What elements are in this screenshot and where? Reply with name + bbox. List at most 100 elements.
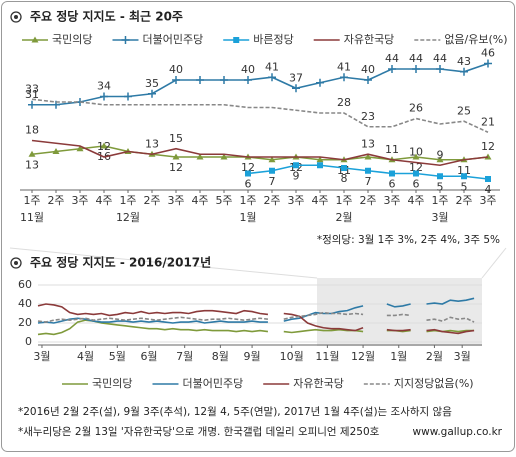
legend-label: 자유한국당: [344, 33, 395, 46]
marker: [364, 76, 372, 84]
x-group-label: 2월: [335, 211, 352, 224]
data-label: 13: [361, 137, 375, 150]
marker: [365, 167, 371, 174]
data-label: 33: [25, 82, 39, 95]
x-tick-label: 3주: [383, 194, 400, 207]
marker: [124, 92, 132, 101]
title-icon: [10, 257, 22, 269]
x-group-label: 1월: [239, 211, 256, 224]
marker: [461, 173, 467, 180]
x-tick-label: 2주: [455, 194, 472, 207]
source: www.gallup.co.kr: [413, 426, 503, 438]
x-tick-label: 2주: [143, 194, 160, 207]
data-label: 12: [97, 140, 111, 153]
data-label: 25: [457, 104, 471, 117]
data-label: 7: [269, 175, 276, 188]
marker: [413, 170, 419, 177]
x-tick-label: 2주: [263, 194, 280, 207]
legend-marker: [121, 36, 130, 44]
series-line: [37, 311, 475, 323]
x-tick-label: 9월: [244, 350, 261, 363]
x-group-label: 11월: [20, 211, 44, 224]
marker: [364, 153, 372, 160]
series-line: [37, 319, 475, 336]
marker: [268, 156, 276, 163]
legend-label: 바른정당: [253, 33, 293, 46]
title-icon: [10, 11, 22, 23]
x-tick-label: 5월: [109, 350, 126, 363]
legend-label: 국민의당: [52, 33, 92, 46]
data-label: 13: [145, 137, 159, 150]
series-line: [37, 303, 475, 335]
x-tick-label: 4주: [95, 194, 112, 207]
data-label: 6: [389, 178, 396, 191]
data-label: 5: [437, 180, 444, 193]
x-tick-label: 1주: [335, 194, 352, 207]
marker: [412, 65, 420, 73]
marker: [412, 153, 420, 160]
data-label: 40: [361, 63, 375, 76]
data-label: 5: [461, 180, 468, 193]
x-group-label: 12월: [116, 211, 140, 224]
x-tick-label: 4주: [311, 194, 328, 207]
marker: [245, 170, 251, 177]
data-label: 41: [337, 60, 351, 73]
marker: [437, 173, 443, 180]
data-label: 44: [433, 52, 447, 65]
zoom-region: [317, 278, 482, 346]
x-tick-label: 4주: [407, 194, 424, 207]
data-label: 11: [457, 164, 471, 177]
legend-label: 자유한국당: [293, 377, 344, 390]
marker: [244, 76, 252, 84]
data-label: 40: [241, 63, 255, 76]
data-label: 46: [481, 47, 495, 60]
marker: [436, 65, 444, 73]
x-tick-label: 1주: [119, 194, 136, 207]
marker: [52, 148, 60, 154]
legend-marker: [31, 36, 39, 43]
chart-title: 주요 정당 지지도 - 2016/2017년: [30, 255, 211, 270]
footnote: *정의당: 3월 1주 3%, 2주 4%, 3주 5%: [317, 234, 500, 246]
x-tick-label: 7월: [176, 350, 193, 363]
y-tick-label: 60: [18, 278, 32, 291]
marker: [388, 65, 396, 73]
data-label: 13: [25, 158, 39, 171]
data-label: 18: [25, 124, 39, 137]
x-tick-label: 6월: [140, 350, 157, 363]
data-label: 34: [97, 80, 111, 93]
data-label: 44: [385, 52, 399, 65]
marker: [100, 92, 108, 101]
x-group-label: 3월: [431, 211, 448, 224]
footnote: *2016년 2월 2주(설), 9월 3주(추석), 12월 4, 5주(연말…: [18, 405, 452, 418]
marker: [28, 100, 36, 109]
marker: [460, 67, 468, 76]
y-tick-label: 0: [25, 335, 32, 348]
marker: [485, 176, 491, 182]
marker: [341, 165, 347, 171]
data-label: 11: [385, 143, 399, 156]
data-label: 23: [361, 110, 375, 123]
data-label: 21: [481, 115, 495, 128]
data-label: 12: [481, 140, 495, 153]
x-tick-label: 3주: [287, 194, 304, 207]
data-label: 12: [241, 161, 255, 174]
legend-marker: [121, 36, 130, 44]
x-tick-label: 1월: [390, 350, 407, 363]
data-label: 43: [457, 55, 471, 68]
x-tick-label: 11월: [315, 350, 339, 363]
chart-title: 주요 정당 지지도 - 최근 20주: [30, 9, 183, 24]
legend-label: 국민의당: [92, 377, 132, 390]
y-tick-label: 40: [18, 297, 32, 310]
data-label: 31: [25, 88, 39, 101]
marker: [317, 162, 323, 169]
x-tick-label: 2주: [47, 194, 64, 207]
marker: [389, 170, 395, 177]
footnote: *새누리당은 2월 13일 '자유한국당'으로 개명. 한국갤럽 데일리 오피니…: [18, 425, 380, 438]
marker: [148, 89, 156, 98]
x-tick-label: 4월: [77, 350, 94, 363]
data-label: 44: [409, 52, 423, 65]
marker: [268, 73, 276, 82]
data-label: 6: [413, 178, 420, 191]
marker: [76, 145, 84, 152]
x-tick-label: 1주: [431, 194, 448, 207]
